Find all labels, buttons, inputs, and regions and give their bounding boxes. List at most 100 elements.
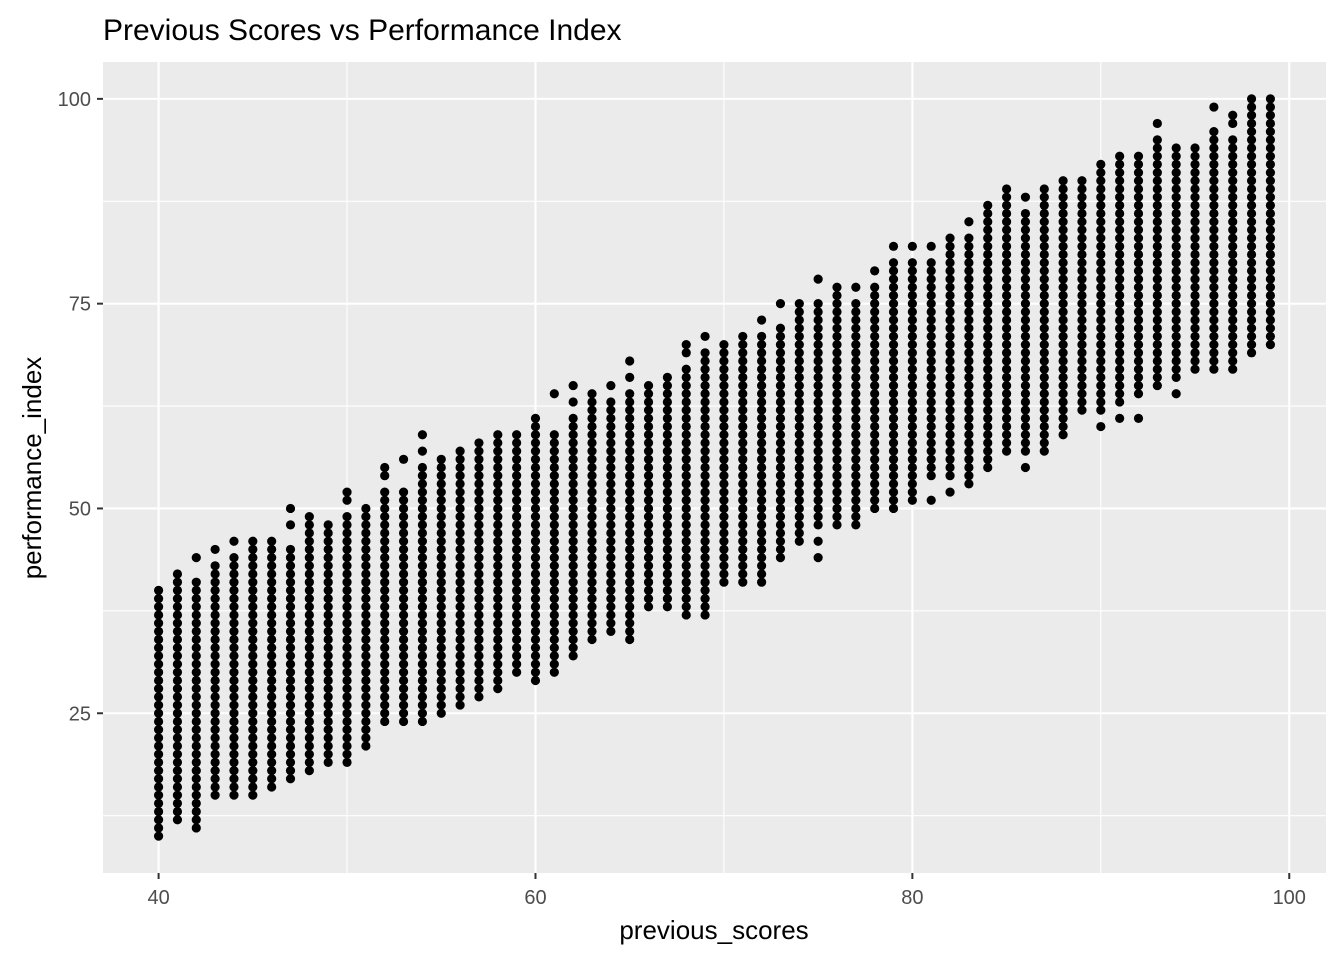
data-point: [229, 708, 239, 718]
data-point: [568, 577, 578, 587]
data-point: [888, 413, 899, 423]
data-point: [1228, 135, 1238, 145]
data-point: [700, 503, 710, 514]
data-point: [304, 733, 314, 743]
data-point: [775, 536, 786, 546]
data-point: [1058, 307, 1068, 317]
data-point: [813, 348, 823, 358]
data-point: [172, 577, 183, 587]
data-point: [1152, 266, 1162, 276]
data-point: [662, 454, 672, 464]
data-point: [757, 528, 767, 538]
data-point: [285, 618, 296, 628]
data-point: [549, 389, 559, 399]
data-point: [662, 602, 672, 612]
data-point: [512, 512, 522, 522]
data-point: [474, 438, 484, 448]
data-point: [398, 503, 409, 514]
data-point: [700, 446, 710, 456]
data-point: [267, 577, 277, 587]
data-point: [1115, 258, 1125, 268]
data-point: [210, 741, 220, 751]
data-point: [907, 462, 917, 473]
data-point: [888, 274, 899, 284]
data-point: [625, 462, 635, 473]
data-point: [380, 593, 390, 604]
data-point: [832, 397, 842, 407]
data-point: [757, 462, 767, 473]
data-point: [719, 421, 729, 432]
data-point: [983, 446, 993, 456]
data-point: [1096, 340, 1106, 350]
data-point: [285, 725, 296, 735]
data-point: [1246, 266, 1257, 276]
data-point: [757, 389, 767, 399]
data-point: [681, 544, 691, 555]
data-point: [643, 421, 654, 432]
data-point: [493, 610, 503, 620]
data-point: [643, 397, 654, 407]
data-point: [700, 364, 710, 374]
data-point: [1246, 192, 1257, 202]
data-point: [1190, 184, 1200, 194]
data-point: [813, 307, 823, 317]
data-point: [757, 569, 767, 579]
data-point: [191, 806, 201, 817]
data-point: [285, 708, 296, 718]
data-point: [794, 397, 804, 407]
data-point: [493, 643, 503, 653]
data-point: [1077, 217, 1087, 227]
data-point: [643, 454, 654, 464]
data-point: [1228, 143, 1238, 153]
data-point: [1039, 364, 1049, 374]
data-point: [1039, 274, 1049, 284]
data-point: [794, 536, 804, 546]
data-point: [1001, 331, 1012, 342]
data-point: [681, 397, 691, 407]
data-point: [1039, 380, 1049, 391]
data-point: [813, 356, 823, 366]
data-point: [1039, 282, 1049, 292]
data-point: [436, 643, 446, 653]
data-point: [153, 618, 164, 628]
data-point: [1190, 364, 1200, 374]
data-point: [493, 462, 503, 473]
data-point: [888, 356, 899, 366]
data-point: [1039, 233, 1049, 243]
data-point: [832, 348, 842, 358]
data-point: [907, 282, 917, 292]
data-point: [1209, 233, 1219, 243]
data-point: [512, 626, 522, 636]
data-point: [870, 495, 880, 505]
data-point: [964, 462, 974, 473]
data-point: [323, 585, 333, 595]
data-point: [587, 438, 597, 448]
data-point: [285, 692, 296, 702]
data-point: [1001, 413, 1012, 423]
data-point: [794, 446, 804, 456]
data-point: [1039, 307, 1049, 317]
data-point: [1096, 405, 1106, 415]
data-point: [304, 757, 314, 768]
data-point: [1077, 323, 1087, 333]
data-point: [775, 479, 786, 489]
data-point: [983, 430, 993, 440]
data-point: [380, 471, 390, 481]
data-point: [719, 479, 729, 489]
data-point: [512, 561, 522, 571]
data-point: [1190, 233, 1200, 243]
data-point: [229, 782, 239, 792]
data-point: [172, 643, 183, 653]
data-point: [210, 569, 220, 579]
data-point: [323, 741, 333, 751]
data-point: [323, 725, 333, 735]
data-point: [757, 454, 767, 464]
data-point: [1020, 208, 1031, 219]
data-point: [229, 684, 239, 694]
data-point: [398, 593, 409, 604]
data-point: [964, 233, 974, 243]
data-point: [1152, 176, 1162, 186]
x-tick-label: 80: [901, 887, 923, 909]
data-point: [1209, 151, 1219, 161]
data-point: [700, 430, 710, 440]
